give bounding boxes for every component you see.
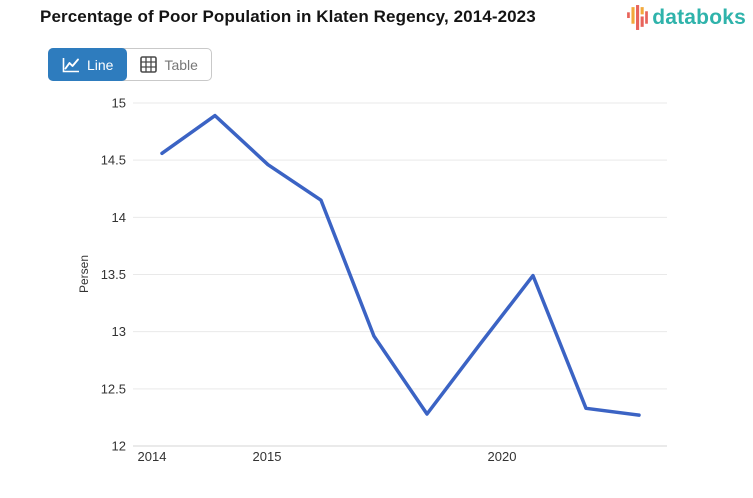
table-icon <box>140 56 158 73</box>
table-button-label: Table <box>164 56 198 73</box>
x-axis-tick-label: 2020 <box>488 449 517 464</box>
y-axis-tick-label: 14.5 <box>101 153 126 168</box>
data-line-persen <box>160 113 641 417</box>
x-axis-tick-label: 2014 <box>138 449 167 464</box>
y-axis-title: Persen <box>77 255 91 293</box>
line-chart-icon <box>62 57 80 73</box>
databoks-logo-icon <box>627 4 649 31</box>
table-view-button[interactable]: Table <box>127 49 210 80</box>
y-axis-tick-label: 13.5 <box>101 267 126 282</box>
y-axis-tick-label: 15 <box>112 96 126 111</box>
y-axis-tick-label: 12.5 <box>101 381 126 396</box>
y-axis-tick-label: 14 <box>112 210 126 225</box>
line-view-button[interactable]: Line <box>48 48 128 81</box>
page-title: Percentage of Poor Population in Klaten … <box>40 7 536 26</box>
line-button-label: Line <box>87 56 114 73</box>
brand-name: databoks <box>652 5 746 29</box>
chart-type-toggle: Line Table <box>48 48 212 81</box>
y-axis-tick-label: 13 <box>112 324 126 339</box>
y-axis-tick-label: 12 <box>112 439 126 454</box>
x-axis-tick-label: 2015 <box>253 449 282 464</box>
brand-logo: databoks <box>627 4 746 31</box>
